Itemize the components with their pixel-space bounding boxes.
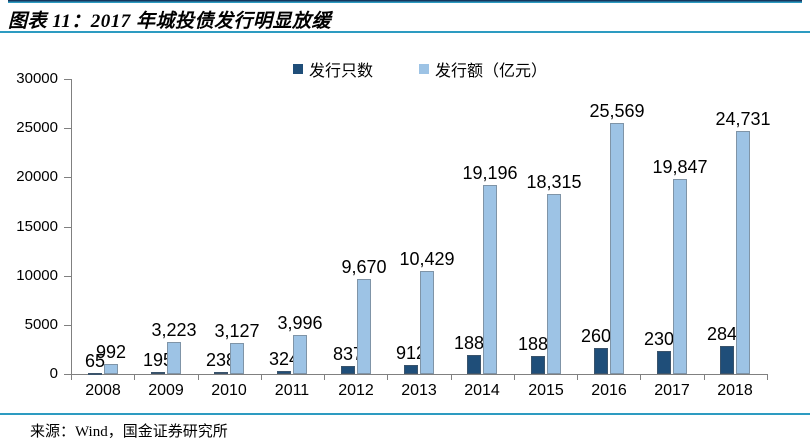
y-tick-label: 25000 bbox=[16, 119, 58, 136]
y-tick bbox=[64, 276, 71, 277]
y-tick-label: 5000 bbox=[24, 316, 58, 333]
top-rule bbox=[8, 0, 802, 3]
x-tick-label: 2008 bbox=[85, 382, 121, 399]
issue-amount-label: 18,315 bbox=[526, 172, 582, 192]
y-tick-label: 15000 bbox=[16, 218, 58, 235]
issue-count-label: 912 bbox=[395, 343, 427, 363]
issue-amount-label: 3,996 bbox=[277, 313, 323, 333]
x-tick-label: 2014 bbox=[464, 382, 500, 399]
x-tick-label: 2009 bbox=[148, 382, 184, 399]
y-tick-label: 30000 bbox=[16, 70, 58, 87]
issue-amount-bar bbox=[420, 271, 434, 374]
x-tick-label: 2018 bbox=[717, 382, 753, 399]
legend-label: 发行额（亿元） bbox=[435, 63, 548, 80]
issue-count-bar bbox=[151, 372, 165, 374]
x-tick-label: 2013 bbox=[401, 382, 437, 399]
issue-amount-label: 24,731 bbox=[715, 109, 771, 129]
legend-item-issue-amount: 发行额（亿元） bbox=[419, 57, 547, 81]
issue-amount-bar bbox=[673, 179, 687, 374]
issue-amount-label: 10,429 bbox=[399, 249, 455, 269]
x-tick bbox=[324, 374, 325, 380]
x-tick bbox=[134, 374, 135, 380]
issue-count-label: 324 bbox=[268, 349, 300, 369]
x-tick bbox=[387, 374, 388, 380]
issue-count-bar bbox=[277, 371, 291, 374]
x-tick-label: 2016 bbox=[591, 382, 627, 399]
y-tick bbox=[64, 227, 71, 228]
x-tick-label: 2017 bbox=[654, 382, 690, 399]
x-tick bbox=[640, 374, 641, 380]
x-tick-label: 2010 bbox=[211, 382, 247, 399]
issue-count-bar bbox=[214, 372, 228, 374]
x-tick bbox=[261, 374, 262, 380]
issue-amount-bar bbox=[104, 364, 118, 374]
issue-count-bar bbox=[720, 346, 734, 374]
y-tick-label: 20000 bbox=[16, 168, 58, 185]
x-tick bbox=[514, 374, 515, 380]
issue-count-bar bbox=[657, 351, 671, 374]
issue-count-swatch-icon bbox=[292, 64, 303, 74]
issue-count-label: 2846 bbox=[706, 324, 748, 344]
x-tick bbox=[198, 374, 199, 380]
y-tick-label: 0 bbox=[49, 365, 58, 382]
figure-title: 图表 11：2017 年城投债发行明显放缓 bbox=[8, 11, 331, 32]
x-tick bbox=[451, 374, 452, 380]
y-tick-label: 10000 bbox=[16, 267, 58, 284]
issue-amount-bar bbox=[357, 279, 371, 374]
x-axis-line bbox=[71, 374, 768, 375]
issue-count-bar bbox=[88, 373, 102, 375]
issue-amount-label: 3,127 bbox=[214, 321, 260, 341]
x-tick bbox=[577, 374, 578, 380]
issue-count-label: 195 bbox=[142, 350, 174, 370]
title-underline-rule bbox=[0, 31, 810, 33]
issue-amount-bar bbox=[483, 185, 497, 374]
y-tick bbox=[64, 79, 71, 80]
x-tick-label: 2015 bbox=[528, 382, 564, 399]
issue-amount-bar bbox=[610, 123, 624, 374]
issue-amount-label: 25,569 bbox=[589, 101, 645, 121]
footer-rule bbox=[0, 413, 810, 415]
issue-count-label: 65 bbox=[84, 351, 106, 371]
y-tick bbox=[64, 374, 71, 375]
issue-amount-swatch-icon bbox=[419, 64, 429, 74]
issue-count-label: 238 bbox=[205, 350, 237, 370]
y-tick bbox=[64, 325, 71, 326]
issue-count-bar bbox=[467, 355, 481, 374]
issue-count-bar bbox=[341, 366, 355, 374]
legend-item-issue-count: 发行只数 bbox=[292, 57, 373, 81]
issue-amount-label: 19,847 bbox=[652, 157, 708, 177]
x-tick-label: 2011 bbox=[274, 382, 310, 399]
issue-amount-label: 19,196 bbox=[462, 163, 518, 183]
issue-amount-label: 992 bbox=[95, 342, 127, 362]
x-tick-label: 2012 bbox=[338, 382, 374, 399]
x-tick bbox=[704, 374, 705, 380]
chart-legend: 发行只数 发行额（亿元） bbox=[0, 57, 810, 81]
x-tick bbox=[767, 374, 768, 380]
issue-count-label: 837 bbox=[332, 344, 364, 364]
y-tick bbox=[64, 177, 71, 178]
y-tick bbox=[64, 128, 71, 129]
issue-amount-label: 3,223 bbox=[151, 320, 197, 340]
source-note: 来源：Wind，国金证券研究所 bbox=[30, 424, 228, 440]
issue-count-bar bbox=[404, 365, 418, 374]
x-tick bbox=[71, 374, 72, 380]
issue-amount-bar bbox=[736, 131, 750, 374]
issue-amount-bar bbox=[547, 194, 561, 374]
issue-amount-bar bbox=[293, 335, 307, 374]
y-axis-line bbox=[71, 79, 72, 375]
issue-amount-bar bbox=[167, 342, 181, 374]
legend-label: 发行只数 bbox=[308, 63, 373, 80]
issue-amount-bar bbox=[230, 343, 244, 374]
issue-count-bar bbox=[594, 348, 608, 374]
issue-count-bar bbox=[531, 356, 545, 374]
issue-amount-label: 9,670 bbox=[341, 257, 387, 277]
